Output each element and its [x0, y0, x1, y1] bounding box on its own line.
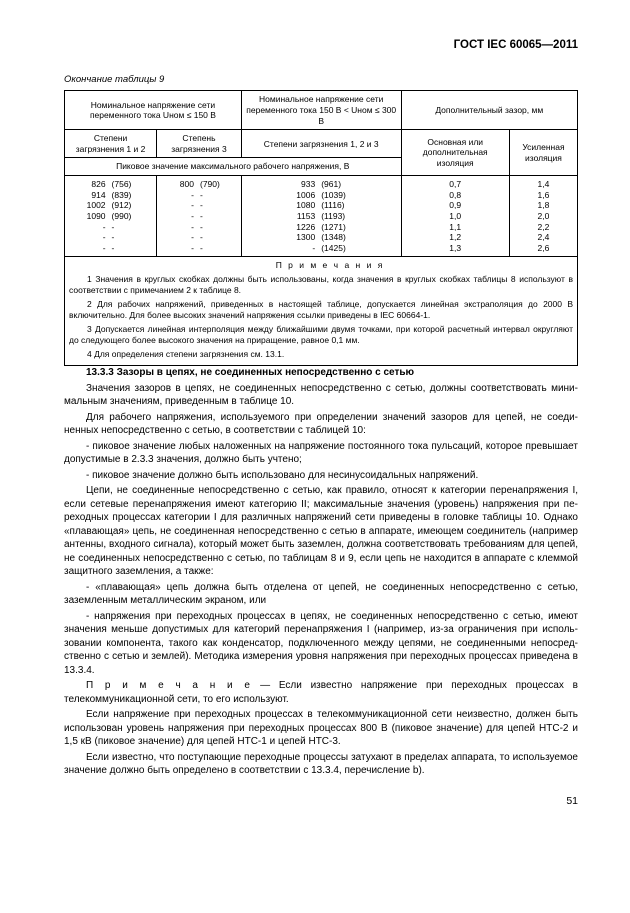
- table-data-cell: 826(756)914(839)1002(912)1090(990)------: [65, 176, 157, 257]
- table-note: 3 Допускается линейная интерполяция межд…: [69, 324, 573, 347]
- table-note: 2 Для рабочих напряжений, приведенных в …: [69, 299, 573, 322]
- table-note: 1 Значения в круглых скобках должны быть…: [69, 274, 573, 297]
- body-paragraph: - «плавающая» цепь должна быть отделена …: [64, 581, 578, 608]
- table-notes-cell: П р и м е ч а н и я 1 Значения в круглых…: [65, 257, 578, 366]
- th-sub1a: Степени загрязнения 1 и 2: [65, 130, 157, 158]
- body-paragraph: Если напряжение при переходных процессах…: [64, 708, 578, 749]
- body-paragraph: Значения зазоров в цепях, не соединенных…: [64, 382, 578, 409]
- table-data-cell: 800(790)------------: [157, 176, 242, 257]
- th-midrow: Пиковое значение максимального рабочего …: [65, 158, 402, 176]
- body-paragraph: Если известно, что поступающие переходны…: [64, 751, 578, 778]
- section-note: П р и м е ч а н и е — Если известно напр…: [64, 679, 578, 706]
- th-col1: Номинальное напряжение сети переменного …: [65, 91, 242, 130]
- section-title: 13.3.3 Зазоры в цепях, не соединенных не…: [64, 366, 578, 380]
- page-number: 51: [64, 794, 578, 808]
- th-sub3b: Усиленная изоляция: [509, 130, 577, 176]
- notes-title: П р и м е ч а н и я: [69, 260, 573, 271]
- body-paragraph: - напряжения при переходных процессах в …: [64, 610, 578, 678]
- body-paragraph: - пиковое значение любых наложенных на н…: [64, 440, 578, 467]
- table-9: Номинальное напряжение сети переменного …: [64, 90, 578, 366]
- th-col3: Дополнительный зазор, мм: [401, 91, 577, 130]
- table-caption: Окончание таблицы 9: [64, 74, 578, 87]
- th-sub2: Степени загрязнения 1, 2 и 3: [241, 130, 401, 158]
- table-data-cell: 933(961)1006(1039)1080(1116)1153(1193)12…: [241, 176, 401, 257]
- th-sub3a: Основная или дополнитель­ная изоляция: [401, 130, 509, 176]
- body-paragraph: - пиковое значение должно быть использов…: [64, 469, 578, 483]
- table-data-cell: 0,70,80,91,01,11,21,3: [401, 176, 509, 257]
- th-sub1b: Степень загрязнения 3: [157, 130, 242, 158]
- table-data-cell: 1,41,61,82,02,22,42,6: [509, 176, 577, 257]
- body-paragraph: Цепи, не соединенные непосредственно с с…: [64, 484, 578, 579]
- body-paragraph: Для рабочего напряжения, используемого п…: [64, 411, 578, 438]
- th-col2: Номинальное напряжение сети переменного …: [241, 91, 401, 130]
- document-header: ГОСТ IEC 60065—2011: [64, 38, 578, 54]
- table-note: 4 Для определения степени загрязнения см…: [69, 349, 573, 360]
- note-label: П р и м е ч а н и е: [86, 680, 251, 691]
